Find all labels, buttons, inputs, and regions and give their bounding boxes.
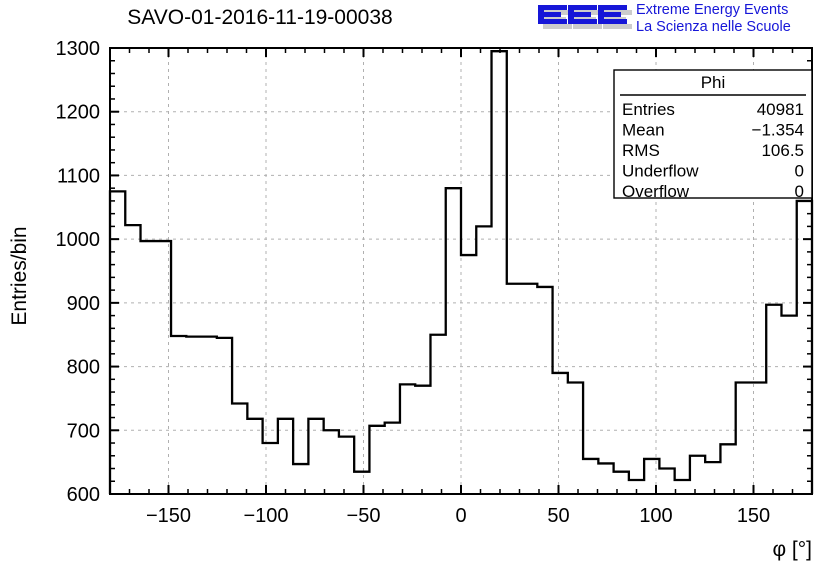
stats-row-label: Overflow bbox=[622, 182, 690, 201]
stats-row-label: Entries bbox=[622, 100, 675, 119]
x-tick-label: 100 bbox=[639, 505, 672, 527]
statistics-box: Phi Entries 40981 Mean −1.354 RMS 106.5 Underfl… bbox=[613, 69, 813, 201]
histogram-outline bbox=[108, 50, 814, 494]
stats-row-value: 0 bbox=[795, 182, 804, 201]
eee-logo-line2: La Scienza nelle Scuole bbox=[636, 18, 791, 35]
histogram-line bbox=[108, 50, 814, 494]
x-tick-label: 0 bbox=[455, 505, 466, 527]
stats-row-value: 106.5 bbox=[761, 141, 804, 160]
stats-row-label: RMS bbox=[622, 141, 660, 160]
y-tick-label: 1200 bbox=[56, 102, 101, 124]
y-tick-label: 1000 bbox=[56, 229, 101, 251]
stats-row-value: −1.354 bbox=[752, 121, 804, 140]
y-tick-labels: 600 700 800 900 1000 1100 1200 1300 bbox=[56, 38, 101, 506]
y-tick-label: 800 bbox=[67, 357, 100, 379]
eee-logo-text: Extreme Energy Events La Scienza nelle S… bbox=[636, 2, 791, 35]
stats-row-value: 40981 bbox=[757, 100, 804, 119]
stats-title: Phi bbox=[701, 73, 726, 92]
x-tick-label: 50 bbox=[547, 505, 569, 527]
y-tick-label: 700 bbox=[67, 420, 100, 442]
x-tick-labels: −150 −100 −50 0 50 100 150 bbox=[146, 505, 770, 527]
x-tick-label: 150 bbox=[737, 505, 770, 527]
y-tick-label: 900 bbox=[67, 293, 100, 315]
stats-row-value: 0 bbox=[795, 162, 804, 181]
y-tick-label: 600 bbox=[67, 484, 100, 506]
y-tick-label: 1300 bbox=[56, 38, 101, 60]
stats-box-frame bbox=[613, 69, 813, 199]
eee-mark-icon bbox=[538, 5, 632, 29]
page-title: SAVO-01-2016-11-19-00038 bbox=[127, 6, 393, 29]
stats-row-label: Underflow bbox=[622, 162, 699, 181]
x-axis-label: φ [°] bbox=[772, 538, 812, 561]
x-tick-label: −150 bbox=[146, 505, 191, 527]
stats-row-label: Mean bbox=[622, 121, 665, 140]
y-axis-label: Entries/bin bbox=[8, 226, 31, 325]
y-tick-label: 1100 bbox=[57, 165, 100, 187]
x-tick-label: −50 bbox=[347, 505, 381, 527]
eee-logo-line1: Extreme Energy Events bbox=[636, 2, 789, 18]
eee-logo: Extreme Energy Events La Scienza nelle S… bbox=[536, 2, 832, 36]
x-tick-label: −100 bbox=[243, 505, 288, 527]
